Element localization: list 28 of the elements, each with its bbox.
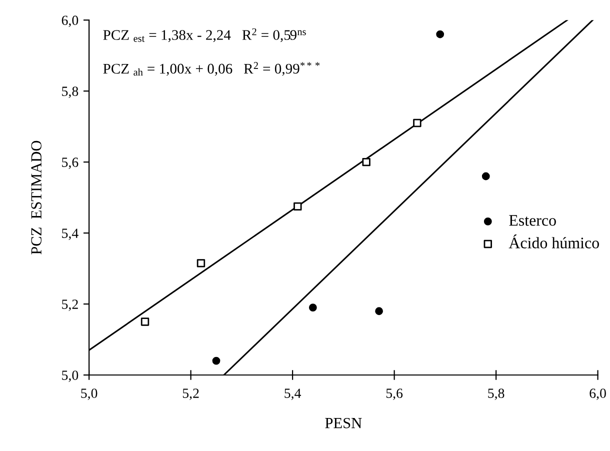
- point: [140, 318, 150, 326]
- x-axis-title: PESN: [325, 418, 362, 428]
- x-tick-label: 5,4: [284, 388, 302, 400]
- point: [375, 307, 383, 316]
- legend-label: Esterco: [509, 215, 556, 226]
- x-tick-label: 5,6: [386, 388, 403, 400]
- annotation: PCZ $_{est}$ = 1,38x - 2,24 R$^{2}$ = 0,59$^{ns}$: [103, 28, 306, 42]
- y-tick-label: 5,0: [62, 370, 78, 382]
- point: [413, 118, 422, 128]
- y-tick-label: 5,2: [62, 300, 78, 311]
- x-tick-label: 5,8: [488, 388, 504, 400]
- y-tick-label: 6,0: [62, 16, 78, 28]
- y-tick-label: 5,6: [62, 158, 78, 169]
- annotation: PCZ $_{ah}$ = 1,00x + 0,06 R$^{2}$ = 0,99$^{***}$: [103, 62, 320, 76]
- y-axis-title: PCZ ESTIMADO: [31, 140, 42, 254]
- point: [294, 202, 302, 211]
- point: [436, 30, 444, 38]
- x-tick-label: 5,0: [81, 388, 98, 400]
- point: [482, 172, 490, 180]
- point: [308, 304, 317, 312]
- point: [196, 259, 206, 268]
- x-tick-label: 5,2: [182, 388, 199, 400]
- y-tick-label: 5,4: [62, 228, 78, 240]
- point: [212, 356, 220, 365]
- legend-label: Ácido húmico: [508, 234, 599, 248]
- y-tick-label: 5,8: [62, 86, 78, 98]
- x-tick-label: 6,0: [590, 388, 606, 400]
- point: [362, 158, 370, 166]
